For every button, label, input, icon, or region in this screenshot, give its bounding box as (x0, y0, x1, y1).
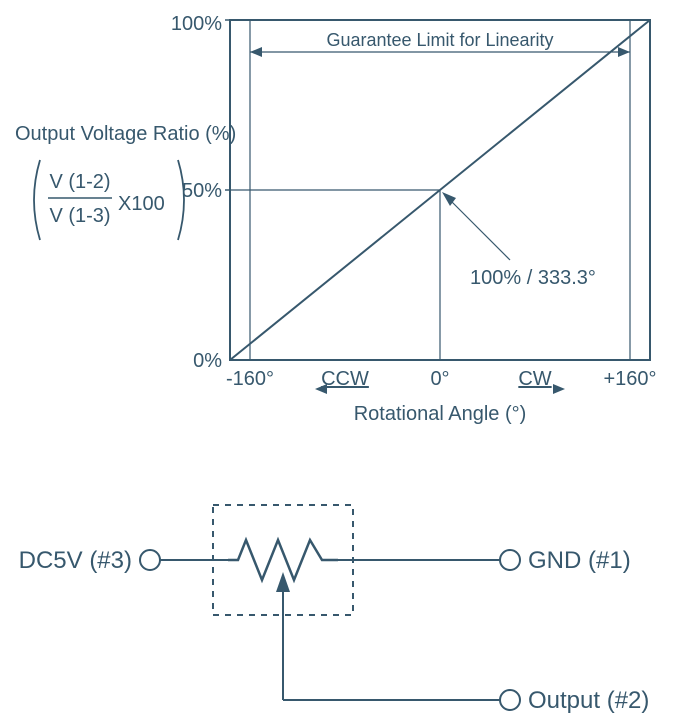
figure: Guarantee Limit for Linearity 100% / 333… (0, 0, 699, 718)
limit-label: Guarantee Limit for Linearity (326, 30, 553, 50)
ytick-0: 0% (193, 350, 222, 372)
y-axis-title: Output Voltage Ratio (%) (15, 123, 236, 145)
limit-arrow-right (618, 47, 630, 57)
formula-denom: V (1-3) (49, 205, 110, 227)
ccw-label: CCW (321, 368, 369, 390)
paren-left (34, 160, 40, 240)
output-terminal (500, 690, 520, 710)
dc5v-terminal (140, 550, 160, 570)
gnd-terminal (500, 550, 520, 570)
xtick-center: 0° (430, 368, 449, 390)
linearity-chart: Guarantee Limit for Linearity 100% / 333… (15, 13, 657, 425)
limit-arrow-left (250, 47, 262, 57)
dc5v-label: DC5V (#3) (19, 547, 132, 574)
formula-suffix: X100 (118, 193, 165, 215)
output-label: Output (#2) (528, 687, 649, 714)
xtick-right: +160° (603, 368, 656, 390)
formula-numer: V (1-2) (49, 171, 110, 193)
slope-pointer (448, 198, 510, 260)
cw-arrow (553, 384, 565, 394)
slope-label: 100% / 333.3° (470, 267, 596, 289)
xtick-left: -160° (226, 368, 274, 390)
cw-label: CW (518, 368, 551, 390)
wiper-arrowhead (276, 572, 290, 592)
ytick-50: 50% (182, 180, 222, 202)
ytick-100: 100% (171, 13, 222, 35)
gnd-label: GND (#1) (528, 547, 631, 574)
x-axis-title: Rotational Angle (°) (354, 403, 527, 425)
circuit-diagram: DC5V (#3) GND (#1) Output (#2) (19, 505, 650, 714)
